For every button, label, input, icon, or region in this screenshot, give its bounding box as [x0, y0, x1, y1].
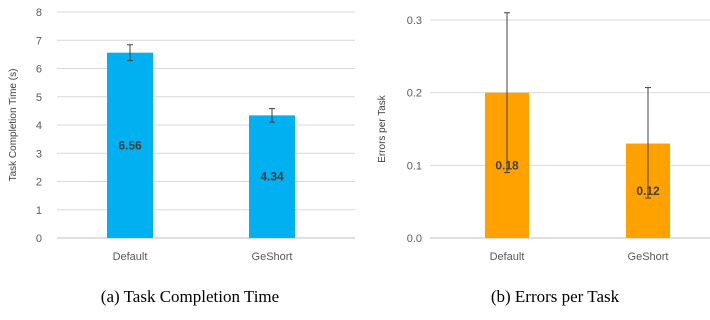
y-tick-label-a-0: 0: [36, 233, 42, 245]
y-tick-label-a-4: 4: [36, 120, 42, 132]
y-tick-label-a-8: 8: [36, 7, 42, 19]
data-label-b-geshort: 0.12: [636, 184, 660, 198]
y-tick-label-b-3: 0.3: [407, 15, 422, 27]
bar-a-default: [107, 52, 153, 239]
y-tick-label-a-1: 1: [36, 205, 42, 217]
x-category-label-a-default: Default: [113, 251, 148, 263]
x-category-label-b-geshort: GeShort: [628, 251, 669, 263]
chart-task-completion-time: 0 1 2 3 4 5 6 7 8 Task Completion Time (s) 6.56 Def…: [8, 7, 355, 306]
y-tick-label-b-0: 0.0: [407, 233, 422, 245]
caption-a: (a) Task Completion Time: [101, 287, 279, 306]
data-label-b-default: 0.18: [495, 158, 519, 172]
y-tick-label-b-2: 0.2: [407, 88, 422, 100]
data-label-a-default: 6.56: [118, 138, 142, 152]
caption-b: (b) Errors per Task: [491, 287, 620, 306]
y-axis-title-b: Errors per Task: [377, 94, 388, 163]
y-tick-label-a-6: 6: [36, 64, 42, 76]
x-category-label-b-default: Default: [490, 251, 525, 263]
y-axis-title-a: Task Completion Time (s): [8, 69, 19, 182]
bar-a-geshort: [249, 115, 295, 238]
y-tick-label-b-1: 0.1: [407, 160, 422, 172]
y-tick-label-a-2: 2: [36, 177, 42, 189]
x-category-label-a-geshort: GeShort: [252, 251, 293, 263]
y-tick-label-a-7: 7: [36, 35, 42, 47]
y-tick-label-a-3: 3: [36, 148, 42, 160]
data-label-a-geshort: 4.34: [260, 170, 284, 184]
y-tick-label-a-5: 5: [36, 92, 42, 104]
chart-errors-per-task: 0.0 0.1 0.2 0.3 Errors per Task 0.18 Default 0.…: [377, 12, 710, 306]
